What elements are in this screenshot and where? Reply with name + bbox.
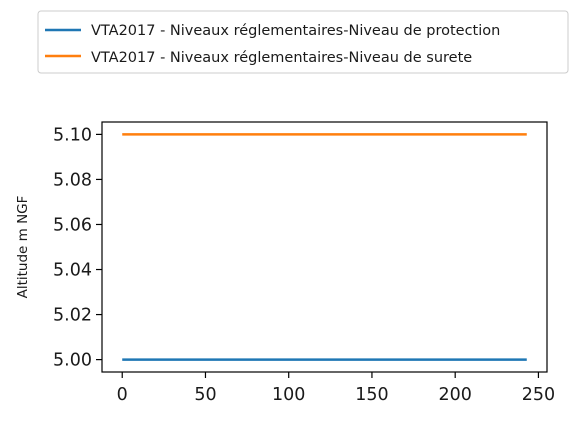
series-layer (122, 133, 527, 361)
x-tick-label: 0 (117, 385, 128, 405)
y-tick-label: 5.10 (53, 125, 92, 145)
plot-frame (101, 121, 548, 373)
x-tick-label: 200 (438, 385, 471, 405)
y-tick-label: 5.00 (53, 351, 92, 371)
legend-label-surete: VTA2017 - Niveaux réglementaires-Niveau … (91, 50, 472, 66)
legend-frame (37, 10, 569, 74)
y-axis-label: Altitude m NGF (15, 196, 31, 299)
x-tick-label: 100 (272, 385, 305, 405)
legend-label-protection: VTA2017 - Niveaux réglementaires-Niveau … (91, 23, 500, 39)
y-tick-label: 5.04 (53, 261, 92, 281)
y-axis-ticks: 5.00 5.02 5.04 5.06 5.08 5.10 (53, 125, 102, 371)
x-tick-label: 50 (194, 385, 216, 405)
y-tick-label: 5.06 (53, 215, 92, 235)
x-tick-label: 150 (355, 385, 388, 405)
x-axis-ticks: 0 50 100 150 200 250 (117, 372, 555, 405)
x-tick-label: 250 (522, 385, 555, 405)
y-tick-label: 5.08 (53, 170, 92, 190)
legend: VTA2017 - Niveaux réglementaires-Niveau … (37, 10, 569, 74)
y-tick-label: 5.02 (53, 306, 92, 326)
